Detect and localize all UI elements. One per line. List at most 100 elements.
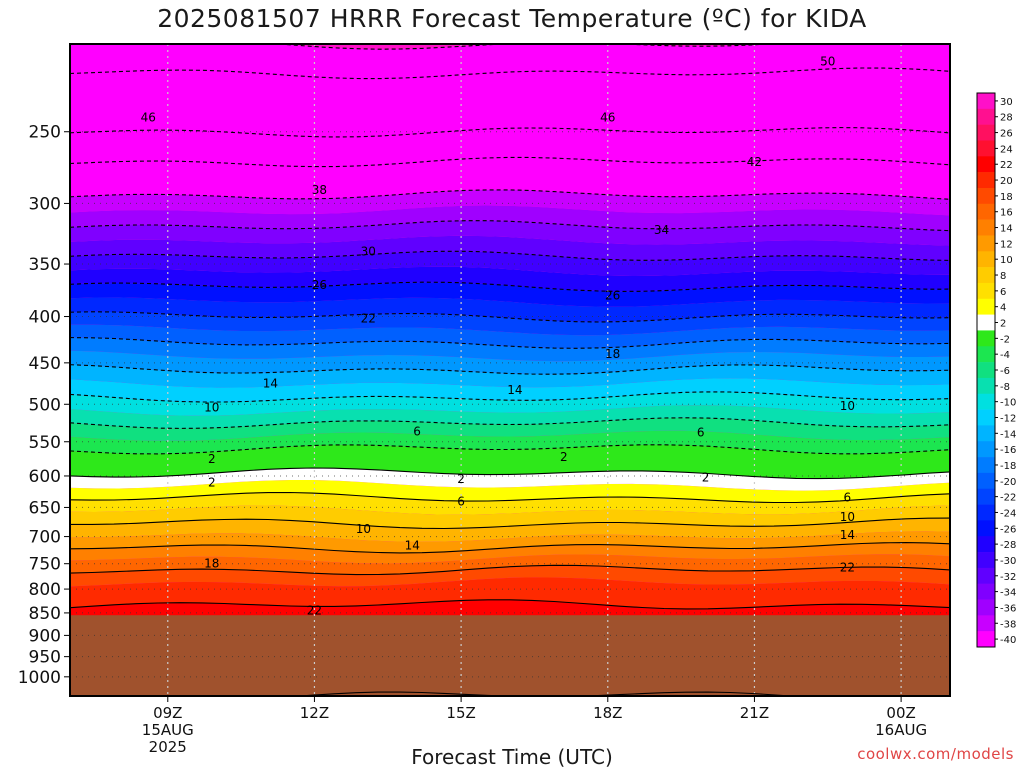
x-tick-label-3-0: 18Z [593, 704, 622, 722]
credit-link[interactable]: coolwx.com/models [857, 745, 1014, 763]
colorbar-label-21: -14 [1000, 429, 1016, 440]
y-tick-label-9: 700 [29, 528, 61, 548]
colorbar-cell-19 [977, 393, 995, 410]
colorbar-cell-26 [977, 504, 995, 521]
y-tick-label-4: 450 [29, 354, 61, 374]
contour-label-13: 10 [204, 400, 219, 414]
colorbar-cell-27 [977, 520, 995, 537]
colorbar-label-2: 26 [1000, 129, 1013, 140]
band-29 [70, 251, 950, 276]
colorbar-cell-20 [977, 409, 995, 426]
contour-label-3: 42 [747, 155, 762, 169]
colorbar-label-12: 6 [1000, 287, 1006, 298]
x-tick-label-0-1: 15AUG [142, 721, 194, 739]
colorbar-label-32: -36 [1000, 603, 1016, 614]
contour-label-7: 26 [312, 278, 327, 292]
colorbar-label-14: 2 [1000, 319, 1006, 330]
contour-10 [70, 517, 950, 530]
colorbar-cell-11 [977, 267, 995, 284]
band-5 [70, 577, 950, 609]
colorbar-cell-4 [977, 156, 995, 173]
x-tick-label-4-0: 21Z [740, 704, 769, 722]
x-axis-label: Forecast Time (UTC) [411, 745, 613, 769]
band-19 [70, 391, 950, 416]
colorbar-cell-18 [977, 377, 995, 395]
colorbar-label-30: -32 [1000, 572, 1016, 583]
colorbar-cell-21 [977, 425, 995, 442]
contour-label-0: 50 [820, 54, 835, 68]
colorbar-label-11: 8 [1000, 271, 1006, 282]
underground-fill [70, 615, 950, 696]
colorbar-label-1: 28 [1000, 113, 1013, 124]
band-33 [70, 189, 950, 216]
y-tick-label-12: 850 [29, 604, 61, 624]
contour-label-14: 10 [840, 399, 855, 413]
contour-label-1: 46 [141, 110, 156, 124]
colorbar-cell-29 [977, 552, 995, 569]
colorbar-cell-28 [977, 536, 995, 553]
contour-label-21: 2 [702, 470, 710, 484]
colorbar-label-27: -26 [1000, 524, 1016, 535]
colorbar-cell-0 [977, 93, 995, 110]
band-27 [70, 282, 950, 307]
contour-label-9: 22 [361, 312, 376, 326]
band-26 [70, 297, 950, 322]
y-tick-label-3: 400 [29, 308, 61, 328]
band-31 [70, 220, 950, 246]
y-tick-label-5: 500 [29, 395, 61, 415]
colorbar-label-5: 20 [1000, 176, 1013, 187]
colorbar-cell-31 [977, 583, 995, 600]
colorbar-label-33: -38 [1000, 619, 1016, 630]
colorbar: 30 28 26 24 22 20 18 16 14 12 10 8 6 4 2 -2 -4 -6 -8 -10 -12… [976, 92, 1016, 648]
contour-6 [70, 491, 950, 504]
colorbar-label-6: 18 [1000, 192, 1013, 203]
band-18 [70, 405, 950, 429]
band-30 [70, 235, 950, 261]
colorbar-cell-32 [977, 599, 995, 616]
colorbar-label-28: -28 [1000, 540, 1016, 551]
colorbar-label-31: -34 [1000, 588, 1016, 599]
band-28 [70, 266, 950, 292]
contour-label-20: 2 [457, 472, 465, 486]
y-tick-label-14: 950 [29, 648, 61, 668]
colorbar-cell-10 [977, 251, 995, 268]
x-tick-label-2-0: 15Z [446, 704, 475, 722]
colorbar-label-29: -30 [1000, 556, 1016, 567]
colorbar-cell-17 [977, 362, 995, 379]
contour-22 [70, 599, 950, 610]
contour-label-27: 14 [840, 528, 855, 542]
y-tick-label-11: 800 [29, 580, 61, 600]
colorbar-label-26: -24 [1000, 508, 1016, 519]
x-tick-label-5-1: 16AUG [875, 721, 927, 739]
plot-frame [69, 43, 951, 697]
y-tick-label-2: 350 [29, 255, 61, 275]
y-tick-label-15: 1000 [18, 668, 61, 688]
colorbar-cell-15 [977, 330, 995, 347]
contour-label-19: 2 [208, 475, 216, 489]
x-tick-label-0-2: 2025 [149, 738, 187, 756]
colorbar-cell-16 [977, 346, 995, 363]
x-tick-label-0-0: 09Z [153, 704, 182, 722]
y-tick-label-13: 900 [29, 626, 61, 646]
colorbar-cell-22 [977, 441, 995, 458]
colorbar-label-18: -8 [1000, 382, 1010, 393]
band-14 [70, 468, 950, 491]
contour-label-18: 2 [560, 450, 568, 464]
contour-label-6: 30 [361, 244, 376, 258]
contour-label-2: 46 [600, 110, 615, 124]
colorbar-label-9: 12 [1000, 239, 1013, 250]
contour-label-26: 14 [405, 538, 420, 552]
band-12 [70, 492, 950, 515]
contour-label-4: 38 [312, 183, 327, 197]
contour-lines [70, 44, 950, 696]
contour-label-5: 34 [654, 223, 669, 237]
colorbar-cell-33 [977, 615, 995, 632]
contour-label-8: 26 [605, 288, 620, 302]
colorbar-label-25: -22 [1000, 493, 1016, 504]
band-16 [70, 430, 950, 454]
chart-title: 2025081507 HRRR Forecast Temperature (ºC… [157, 4, 867, 33]
colorbar-label-22: -16 [1000, 445, 1016, 456]
